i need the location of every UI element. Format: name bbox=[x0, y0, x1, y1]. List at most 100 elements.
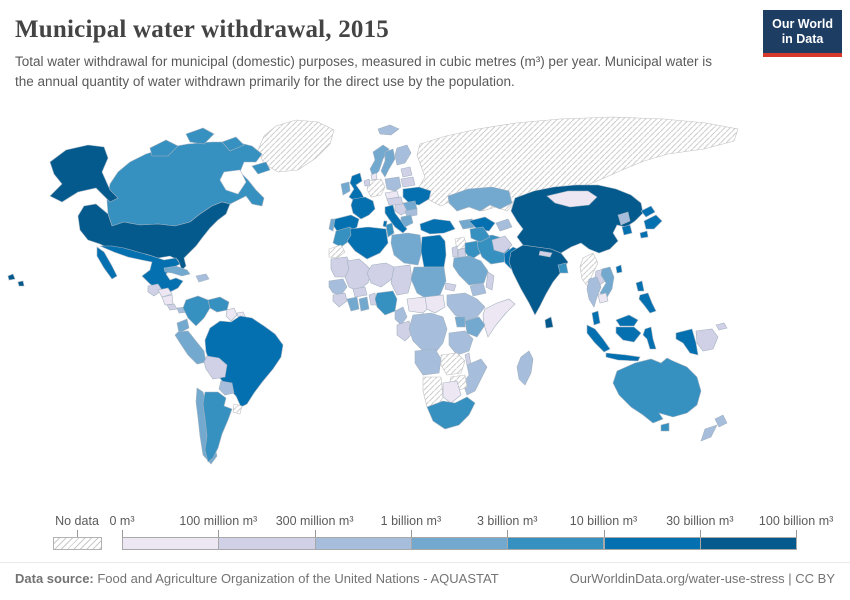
country-greenland[interactable] bbox=[257, 119, 335, 173]
country-netherlands[interactable] bbox=[363, 178, 371, 187]
country-denmark[interactable] bbox=[370, 172, 378, 181]
country-dominican-republic[interactable] bbox=[195, 273, 210, 283]
country-chad[interactable] bbox=[390, 264, 413, 296]
country-canada[interactable] bbox=[149, 139, 179, 157]
country-turkmenistan[interactable] bbox=[469, 226, 491, 243]
country-cote-d-ivoire[interactable] bbox=[346, 296, 360, 312]
country-france[interactable] bbox=[350, 196, 376, 220]
country-cambodia[interactable] bbox=[597, 292, 609, 304]
country-united-states[interactable] bbox=[77, 201, 231, 271]
legend-bin-swatch[interactable] bbox=[410, 537, 509, 550]
country-oman[interactable] bbox=[485, 271, 495, 291]
country-guinea[interactable] bbox=[332, 292, 348, 308]
country-western-sahara[interactable] bbox=[328, 244, 346, 259]
country-guyana[interactable] bbox=[225, 307, 238, 322]
country-congo[interactable] bbox=[396, 320, 414, 342]
country-kyrgyzstan[interactable] bbox=[495, 218, 513, 232]
legend-no-data-swatch[interactable] bbox=[53, 537, 102, 550]
country-honduras[interactable] bbox=[157, 287, 173, 298]
country-ecuador[interactable] bbox=[176, 318, 190, 334]
country-iraq[interactable] bbox=[464, 240, 482, 261]
legend-bin-swatch[interactable] bbox=[603, 537, 701, 550]
country-australia[interactable] bbox=[660, 422, 670, 432]
country-iceland[interactable] bbox=[377, 124, 400, 136]
country-greece[interactable] bbox=[400, 214, 414, 228]
country-thailand[interactable] bbox=[586, 276, 602, 308]
country-canada[interactable] bbox=[251, 161, 271, 175]
country-norway[interactable] bbox=[369, 144, 390, 178]
world-map[interactable] bbox=[0, 112, 850, 504]
country-latvia[interactable] bbox=[400, 166, 413, 178]
country-new-zealand[interactable] bbox=[714, 414, 728, 428]
country-libya[interactable] bbox=[390, 232, 423, 266]
country-somalia[interactable] bbox=[482, 298, 516, 338]
country-ghana[interactable] bbox=[358, 296, 370, 312]
country-uganda[interactable] bbox=[454, 316, 466, 328]
country-south-korea[interactable] bbox=[621, 224, 633, 236]
country-united-states[interactable] bbox=[7, 273, 16, 281]
country-costa-rica[interactable] bbox=[166, 303, 178, 311]
country-bulgaria[interactable] bbox=[404, 208, 418, 218]
country-indonesia[interactable] bbox=[642, 326, 657, 350]
legend-bin-swatch[interactable] bbox=[218, 537, 316, 550]
legend-bin-swatch[interactable] bbox=[122, 537, 220, 550]
country-germany[interactable] bbox=[366, 178, 386, 198]
country-canada[interactable] bbox=[221, 136, 245, 152]
owid-logo[interactable]: Our World in Data bbox=[763, 10, 842, 57]
country-ukraine[interactable] bbox=[402, 186, 432, 206]
country-taiwan[interactable] bbox=[615, 264, 623, 274]
country-japan[interactable] bbox=[643, 214, 663, 230]
country-ethiopia[interactable] bbox=[446, 292, 486, 322]
country-saudi-arabia[interactable] bbox=[452, 255, 489, 286]
legend-bin-swatch[interactable] bbox=[314, 537, 412, 550]
country-niger[interactable] bbox=[366, 262, 395, 288]
country-kazakhstan[interactable] bbox=[447, 186, 513, 212]
country-mexico[interactable] bbox=[99, 245, 184, 293]
country-india[interactable] bbox=[508, 244, 569, 316]
country-china[interactable] bbox=[510, 184, 644, 254]
country-north-korea[interactable] bbox=[617, 211, 631, 226]
country-uzbekistan[interactable] bbox=[468, 216, 496, 232]
country-turkey[interactable] bbox=[419, 218, 456, 235]
country-burkina-faso[interactable] bbox=[352, 286, 368, 298]
legend-bin-swatch[interactable] bbox=[507, 537, 605, 550]
country-belarus[interactable] bbox=[400, 176, 416, 188]
country-sri-lanka[interactable] bbox=[544, 316, 554, 329]
country-yemen[interactable] bbox=[469, 282, 487, 297]
country-zambia[interactable] bbox=[440, 352, 466, 376]
country-nepal[interactable] bbox=[538, 250, 553, 258]
country-paraguay[interactable] bbox=[218, 380, 235, 396]
country-indonesia[interactable] bbox=[586, 324, 611, 353]
country-botswana[interactable] bbox=[442, 380, 462, 404]
country-mongolia[interactable] bbox=[546, 190, 598, 208]
country-sudan[interactable] bbox=[410, 266, 447, 300]
country-cuba[interactable] bbox=[163, 265, 191, 277]
country-senegal[interactable] bbox=[328, 278, 348, 296]
country-colombia[interactable] bbox=[182, 295, 211, 327]
country-eritrea[interactable] bbox=[444, 282, 457, 292]
country-democratic-republic-of-congo[interactable] bbox=[408, 312, 448, 354]
country-bolivia[interactable] bbox=[203, 355, 228, 380]
country-cameroon[interactable] bbox=[394, 306, 408, 326]
legend-bin-swatch[interactable] bbox=[699, 537, 798, 550]
country-malaysia[interactable] bbox=[591, 310, 601, 326]
country-new-zealand[interactable] bbox=[700, 424, 718, 442]
country-japan[interactable] bbox=[640, 205, 656, 218]
country-indonesia[interactable] bbox=[615, 326, 642, 343]
country-algeria[interactable] bbox=[346, 226, 389, 260]
country-kenya[interactable] bbox=[464, 316, 486, 338]
country-ireland[interactable] bbox=[340, 181, 351, 196]
country-guatemala[interactable] bbox=[147, 283, 163, 297]
country-angola[interactable] bbox=[414, 348, 442, 376]
country-papua-new-guinea[interactable] bbox=[715, 322, 728, 331]
country-argentina[interactable] bbox=[202, 391, 233, 463]
owid-url-license[interactable]: OurWorldinData.org/water-use-stress | CC… bbox=[569, 571, 835, 586]
country-canada[interactable] bbox=[185, 127, 215, 145]
country-malaysia[interactable] bbox=[615, 314, 639, 327]
country-peru[interactable] bbox=[174, 330, 207, 365]
country-italy[interactable] bbox=[384, 204, 408, 234]
country-egypt[interactable] bbox=[420, 234, 447, 268]
country-mozambique[interactable] bbox=[462, 358, 488, 396]
country-israel[interactable] bbox=[451, 245, 459, 258]
country-portugal[interactable] bbox=[328, 218, 336, 232]
